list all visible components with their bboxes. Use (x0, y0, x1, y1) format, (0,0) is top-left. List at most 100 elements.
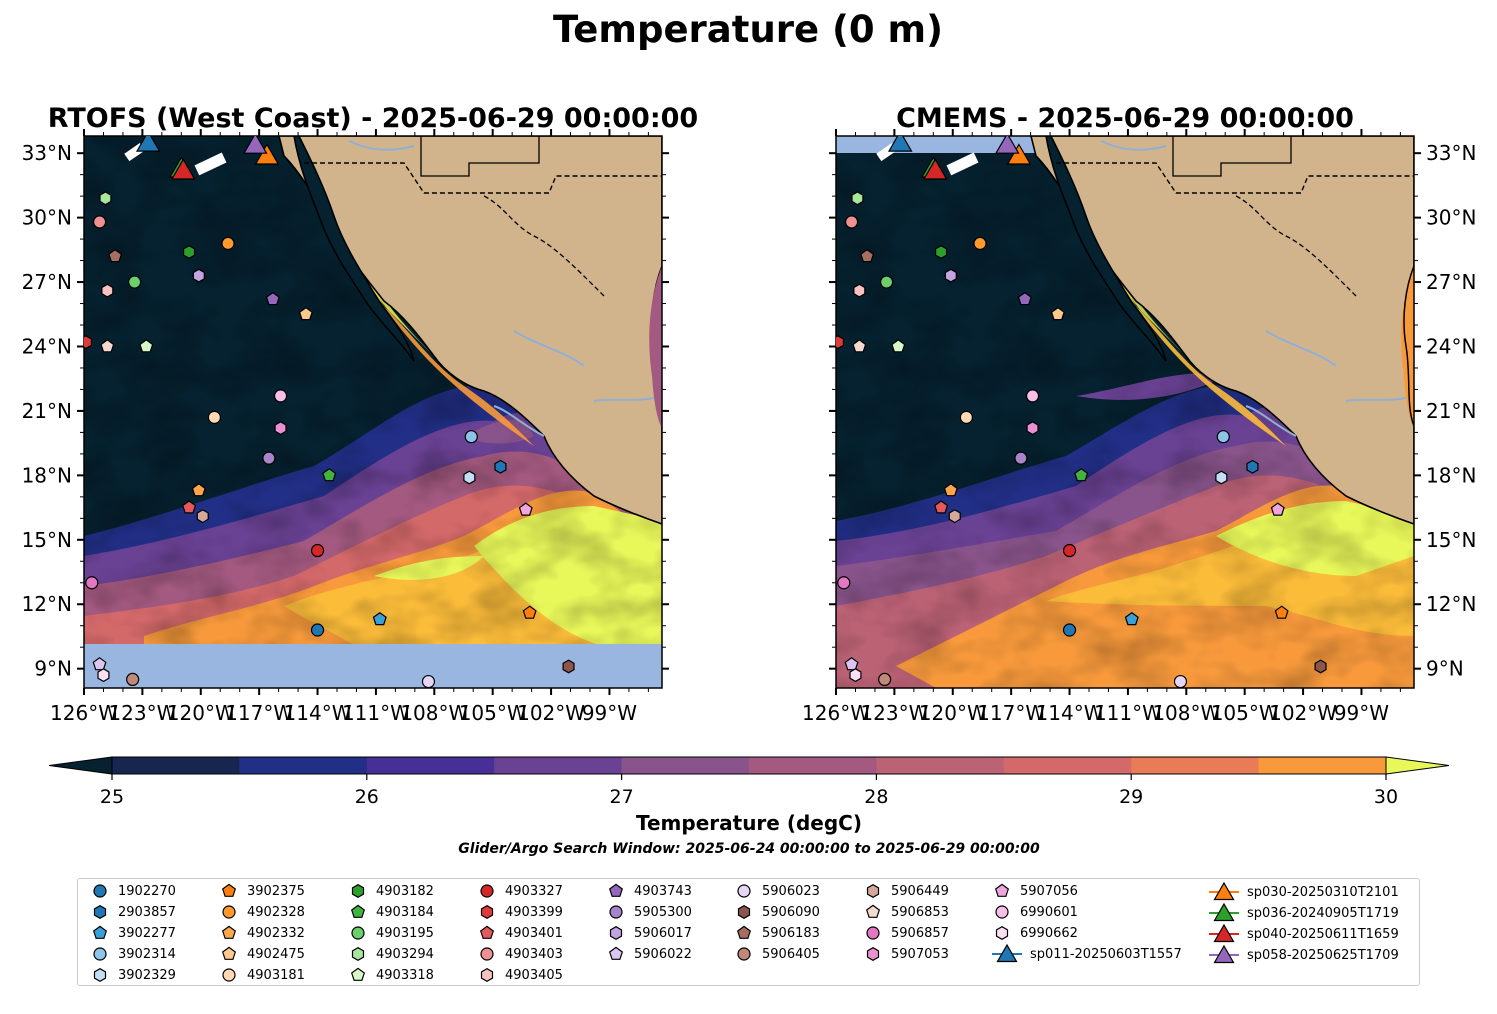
legend-float-swatch (479, 925, 495, 939)
legend-float-swatch (221, 883, 237, 897)
legend-item: 3902277 (90, 924, 176, 942)
legend-float-swatch (608, 883, 624, 897)
glider-track (946, 152, 979, 176)
legend-item: 5905300 (606, 903, 692, 921)
legend-float-swatch (995, 926, 1009, 940)
argo-float-2903857 (494, 459, 507, 474)
legend-marker (351, 926, 365, 940)
colorbar-tick-label: 27 (610, 786, 634, 808)
legend-label: 4903195 (376, 925, 434, 941)
argo-float-5906853 (100, 339, 115, 353)
argo-float-6990601 (273, 389, 288, 403)
argo-float-4902475 (298, 306, 313, 321)
colorbar-bin (366, 757, 495, 774)
legend-item: 3902329 (90, 966, 176, 984)
legend-item: 3902375 (219, 882, 305, 900)
legend-item: 4903743 (606, 882, 692, 900)
legend-float-swatch (350, 967, 366, 981)
legend-marker (93, 947, 107, 961)
legend-item: 4902332 (219, 924, 305, 942)
legend-label: 4903294 (376, 946, 434, 962)
argo-float-1902270 (310, 623, 325, 637)
legend-item: 3902314 (90, 945, 176, 963)
legend-item: sp040-20250611T1659 (1209, 922, 1399, 946)
legend-label: 2903857 (118, 904, 176, 920)
legend-label: 4903182 (376, 883, 434, 899)
glider-sp030-20250310T2101 (254, 143, 280, 165)
colorbar-extend-high (1385, 756, 1450, 775)
legend-item: 4903181 (219, 966, 305, 984)
legend-item: 1902270 (90, 882, 176, 900)
legend-label: 6990662 (1020, 925, 1078, 941)
legend-marker (996, 943, 1018, 963)
argo-float-5906183 (108, 248, 123, 263)
argo-float-5906017 (192, 268, 205, 283)
glider-track (194, 152, 227, 176)
argo-float-4903327 (310, 543, 325, 558)
glider-sp011-20250603T1557 (887, 136, 913, 152)
y-tick-label: 12°N (22, 592, 72, 616)
legend-label: 4903181 (247, 967, 305, 983)
argo-float-5906023 (421, 674, 436, 688)
legend-float-swatch (609, 926, 623, 940)
y-tick-label: 24°N (22, 334, 72, 358)
legend-marker (93, 968, 107, 982)
argo-float-4903184 (1074, 468, 1089, 482)
legend-marker (221, 946, 237, 960)
legend-marker (93, 884, 107, 898)
legend-item: 4903294 (348, 945, 434, 963)
legend-float-swatch (480, 884, 494, 898)
argo-float-5907056 (1270, 502, 1285, 516)
legend-marker (866, 926, 880, 940)
legend-label: sp036-20240905T1719 (1247, 905, 1399, 921)
colorbar-bins (112, 757, 1387, 774)
legend-float-swatch (221, 925, 237, 939)
y-tick-label: 9°N (34, 657, 72, 681)
y-tick-label: 27°N (22, 270, 72, 294)
legend-label: 5906022 (634, 946, 692, 962)
y-tick-label: 33°N (22, 141, 72, 165)
legend-float-swatch (350, 904, 366, 918)
legend-item: 4903318 (348, 966, 434, 984)
argo-float-4903405 (853, 283, 866, 298)
legend-item: 6990601 (992, 903, 1078, 921)
legend-item: 4903399 (477, 903, 563, 921)
legend-label: 4903318 (376, 967, 434, 983)
x-tick-label: 117°W (977, 701, 1045, 725)
markers-rtofs (84, 136, 575, 688)
argo-float-4903181 (959, 410, 973, 424)
land-cmems (1030, 136, 1414, 525)
legend-label: 4903405 (505, 967, 563, 983)
legend-label: 5906853 (891, 904, 949, 920)
argo-float-4903399 (836, 335, 845, 350)
legend-label: 5907056 (1020, 883, 1078, 899)
x-tick-label: 126°W (50, 701, 118, 725)
legend-item: 5906853 (863, 903, 949, 921)
legend-item: 5906017 (606, 924, 692, 942)
legend-marker (479, 925, 495, 939)
argo-float-3902375 (1274, 605, 1289, 619)
argo-float-5906853 (852, 339, 867, 353)
y-tick-label: 24°N (1426, 334, 1476, 358)
colorbar-bin (621, 757, 750, 774)
argo-float-3902329 (463, 470, 476, 485)
x-tick-label: 108°W (400, 701, 468, 725)
legend-item: sp036-20240905T1719 (1209, 901, 1399, 925)
legend-item: 5906022 (606, 945, 692, 963)
legend-label: 4902328 (247, 904, 305, 920)
y-tick-label: 15°N (22, 528, 72, 552)
legend-label: 3902329 (118, 967, 176, 983)
y-tick-label: 15°N (1426, 528, 1476, 552)
legend-label: 4902475 (247, 946, 305, 962)
legend-label: 5907053 (891, 946, 949, 962)
legend-float-swatch (737, 884, 751, 898)
x-tick-label: 120°W (167, 701, 235, 725)
legend-label: 5906449 (891, 883, 949, 899)
x-tick-label: 99°W (582, 701, 637, 725)
y-tick-label: 9°N (1426, 657, 1464, 681)
legend-item: 4903401 (477, 924, 563, 942)
argo-float-3902375 (522, 605, 537, 619)
argo-float-4903195 (879, 275, 894, 289)
legend-label: sp011-20250603T1557 (1030, 946, 1182, 962)
legend-marker (480, 968, 494, 982)
